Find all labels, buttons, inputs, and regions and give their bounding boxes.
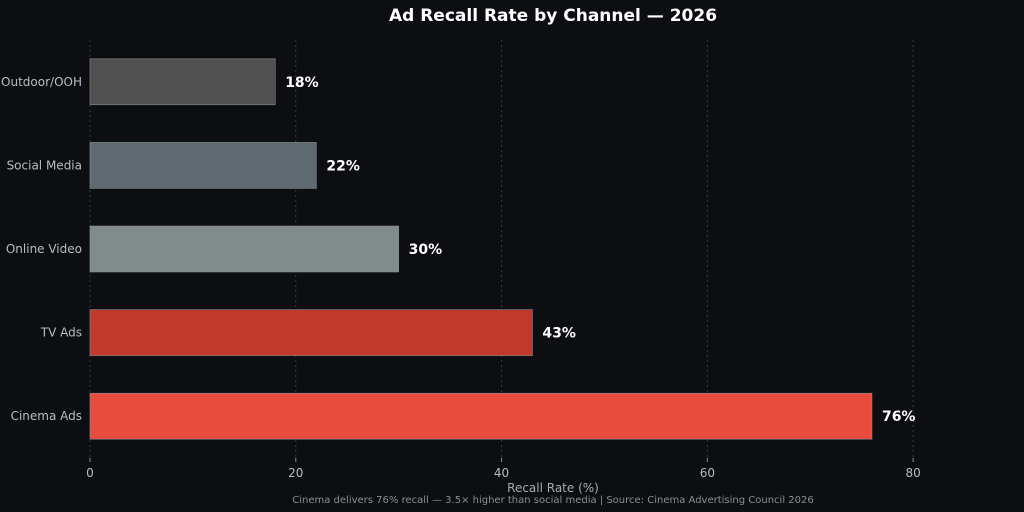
x-tick-label-40: 40 bbox=[494, 466, 509, 480]
category-label-online-video: Online Video bbox=[6, 242, 82, 256]
category-label-tv-ads: TV Ads bbox=[40, 326, 82, 340]
bar-tv-ads bbox=[89, 309, 533, 356]
category-label-cinema-ads: Cinema Ads bbox=[11, 409, 82, 423]
chart-footnote: Cinema delivers 76% recall — 3.5× higher… bbox=[292, 495, 813, 506]
bars bbox=[89, 58, 873, 440]
value-label-social-media: 22% bbox=[326, 158, 360, 174]
bar-cinema-ads bbox=[89, 392, 873, 440]
bar-online-video bbox=[89, 225, 399, 273]
value-label-cinema-ads: 76% bbox=[882, 409, 916, 425]
x-tick-label-80: 80 bbox=[905, 466, 920, 480]
x-tick-label-60: 60 bbox=[700, 466, 715, 480]
category-label-social-media: Social Media bbox=[7, 158, 82, 172]
x-tick-label-0: 0 bbox=[86, 466, 94, 480]
value-label-online-video: 30% bbox=[409, 242, 443, 258]
chart-title: Ad Recall Rate by Channel — 2026 bbox=[389, 6, 717, 26]
value-label-outdoor-ooh: 18% bbox=[285, 75, 319, 91]
bar-social-media bbox=[89, 142, 317, 189]
x-axis-label: Recall Rate (%) bbox=[507, 481, 599, 495]
x-tick-label-20: 20 bbox=[288, 466, 303, 480]
category-label-outdoor-ooh: Outdoor/OOH bbox=[1, 75, 82, 89]
value-label-tv-ads: 43% bbox=[542, 326, 576, 342]
bar-outdoor-ooh bbox=[89, 58, 276, 106]
x-axis-ticks: 0 20 40 60 80 bbox=[86, 458, 921, 480]
category-labels: Outdoor/OOH Social Media Online Video TV Ad… bbox=[1, 75, 82, 423]
value-labels: 18% 22% 30% 43% 76% bbox=[285, 75, 915, 425]
